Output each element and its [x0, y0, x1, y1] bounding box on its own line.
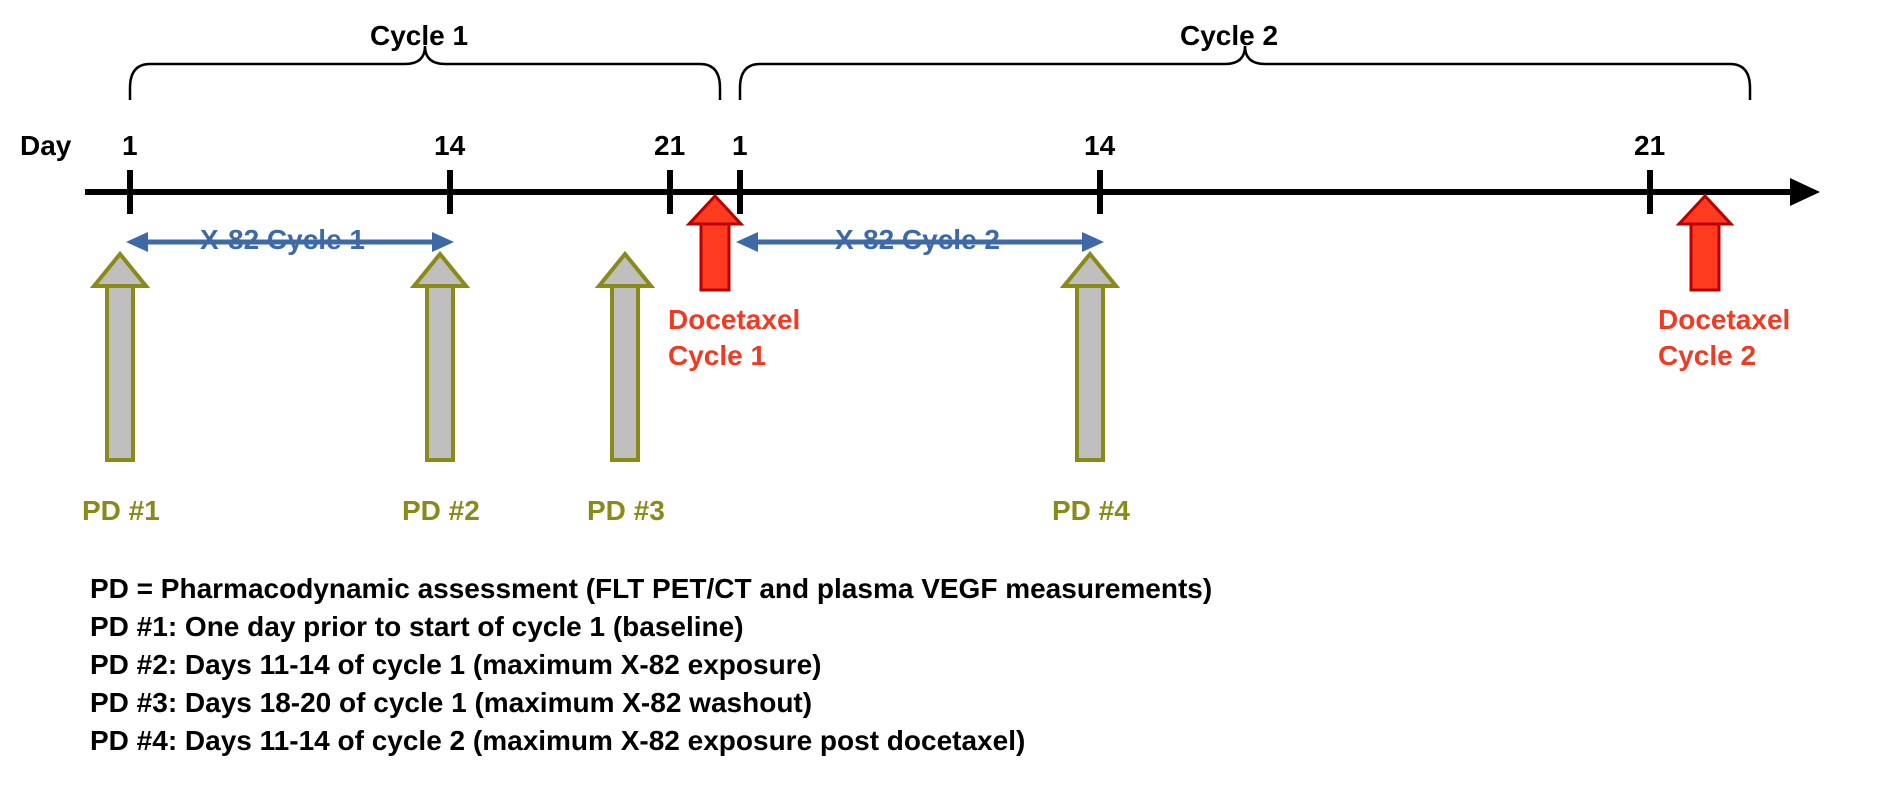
pd-label-4: PD #4: [1052, 495, 1130, 527]
legend-line-3: PD #2: Days 11-14 of cycle 1 (maximum X-…: [90, 646, 821, 684]
legend-line-2: PD #1: One day prior to start of cycle 1…: [90, 608, 744, 646]
legend-line-5: PD #4: Days 11-14 of cycle 2 (maximum X-…: [90, 722, 1025, 760]
legend-line-1: PD = Pharmacodynamic assessment (FLT PET…: [90, 570, 1212, 608]
legend-line-4: PD #3: Days 18-20 of cycle 1 (maximum X-…: [90, 684, 812, 722]
